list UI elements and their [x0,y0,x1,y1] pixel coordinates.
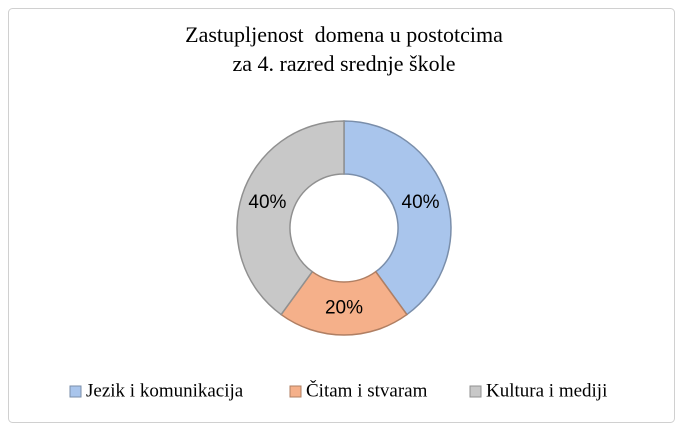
donut-slice [236,120,345,316]
donut: 40% 20% 40% [236,120,452,336]
legend-swatch [289,385,302,398]
legend-label: Jezik i komunikacija [86,380,244,401]
chart-title: Zastupljenost domena u postotcima [185,22,503,47]
legend-label: Kultura i mediji [486,380,607,401]
chart-border [8,8,675,423]
legend-label: Čitam i stvaram [306,379,428,401]
legend-swatch [469,385,482,398]
data-label: 40% [402,192,440,213]
legend: Jezik i komunikacija Čitam i stvaram Kultu… [69,379,607,401]
legend-swatch [69,385,82,398]
chart-title: za 4. razred srednje škole [233,51,456,76]
donut-slice [343,120,452,316]
data-label: 20% [325,298,363,319]
data-label: 40% [248,192,286,213]
